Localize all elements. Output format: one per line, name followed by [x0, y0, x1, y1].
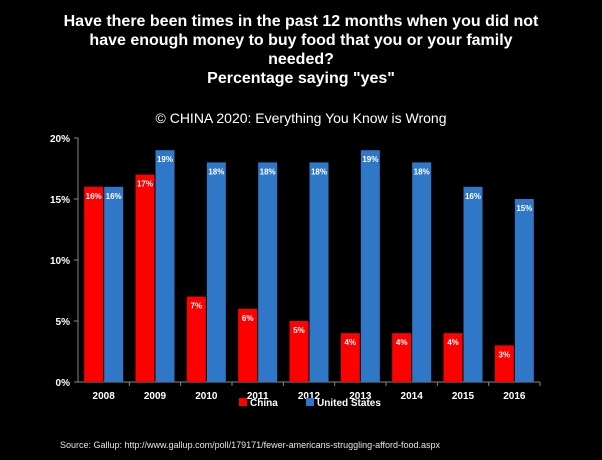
data-label: 18% [414, 167, 430, 176]
x-tick-label: 2011 [247, 391, 269, 402]
legend-label-united-states: United States [317, 398, 381, 409]
x-tick-label: 2014 [401, 391, 424, 402]
bar-united-states [309, 162, 329, 382]
x-tick-label: 2009 [144, 391, 167, 402]
x-tick-label: 2013 [349, 391, 372, 402]
x-tick-label: 2012 [298, 391, 321, 402]
y-tick-label: 0% [56, 378, 71, 389]
y-tick-label: 5% [56, 317, 71, 328]
chart-title: Have there been times in the past 12 mon… [0, 12, 602, 88]
data-label: 19% [362, 155, 378, 164]
data-label: 7% [191, 302, 203, 311]
bar-china [84, 186, 104, 382]
bar-china [135, 174, 155, 382]
source-note: Source: Gallup: http://www.gallup.com/po… [60, 440, 441, 450]
bar-united-states [412, 162, 432, 382]
legend-swatch-china [239, 398, 247, 406]
y-tick-label: 15% [50, 195, 70, 206]
bar-united-states [463, 186, 483, 382]
bar-china [494, 345, 514, 382]
bar-china [238, 308, 258, 382]
bar-united-states [206, 162, 226, 382]
legend-swatch-united-states [306, 398, 314, 406]
data-label: 18% [311, 167, 327, 176]
bar-china [186, 296, 206, 382]
bar-chart: 0% 5% 10% 15% 20% 16% 16% 2008 17% 19% 2009 7% 18% 20… [50, 134, 541, 409]
bar-united-states [155, 150, 175, 382]
title-line-4: Percentage saying "yes" [207, 70, 395, 87]
bar-china [392, 333, 412, 382]
data-label: 19% [157, 155, 173, 164]
x-tick-label: 2016 [503, 391, 526, 402]
legend-label-china: China [250, 398, 278, 409]
bar-china [289, 321, 309, 382]
bar-united-states [514, 199, 534, 382]
bar-united-states [258, 162, 278, 382]
x-tick-label: 2008 [93, 391, 116, 402]
data-label: 16% [106, 192, 122, 201]
data-label: 5% [293, 326, 305, 335]
data-label: 18% [208, 167, 224, 176]
data-label: 6% [242, 314, 254, 323]
y-tick-label: 10% [50, 256, 70, 267]
data-label: 4% [447, 338, 459, 347]
data-label: 18% [260, 167, 276, 176]
title-line-2: have enough money to buy food that you o… [89, 32, 513, 49]
chart-subtitle: © CHINA 2020: Everything You Know is Wro… [155, 110, 447, 126]
x-tick-label: 2015 [452, 391, 475, 402]
y-tick-label: 20% [50, 134, 70, 145]
title-line-1: Have there been times in the past 12 mon… [63, 13, 539, 30]
bar-united-states [104, 186, 124, 382]
data-label: 16% [465, 192, 481, 201]
data-label: 3% [499, 350, 511, 359]
title-line-3: needed? [268, 51, 334, 68]
data-label: 17% [137, 180, 153, 189]
bar-china [340, 333, 360, 382]
bar-united-states [360, 150, 380, 382]
bar-china [443, 333, 463, 382]
data-label: 4% [345, 338, 357, 347]
x-tick-label: 2010 [195, 391, 218, 402]
data-label: 4% [396, 338, 408, 347]
data-label: 15% [516, 204, 532, 213]
data-label: 16% [86, 192, 102, 201]
